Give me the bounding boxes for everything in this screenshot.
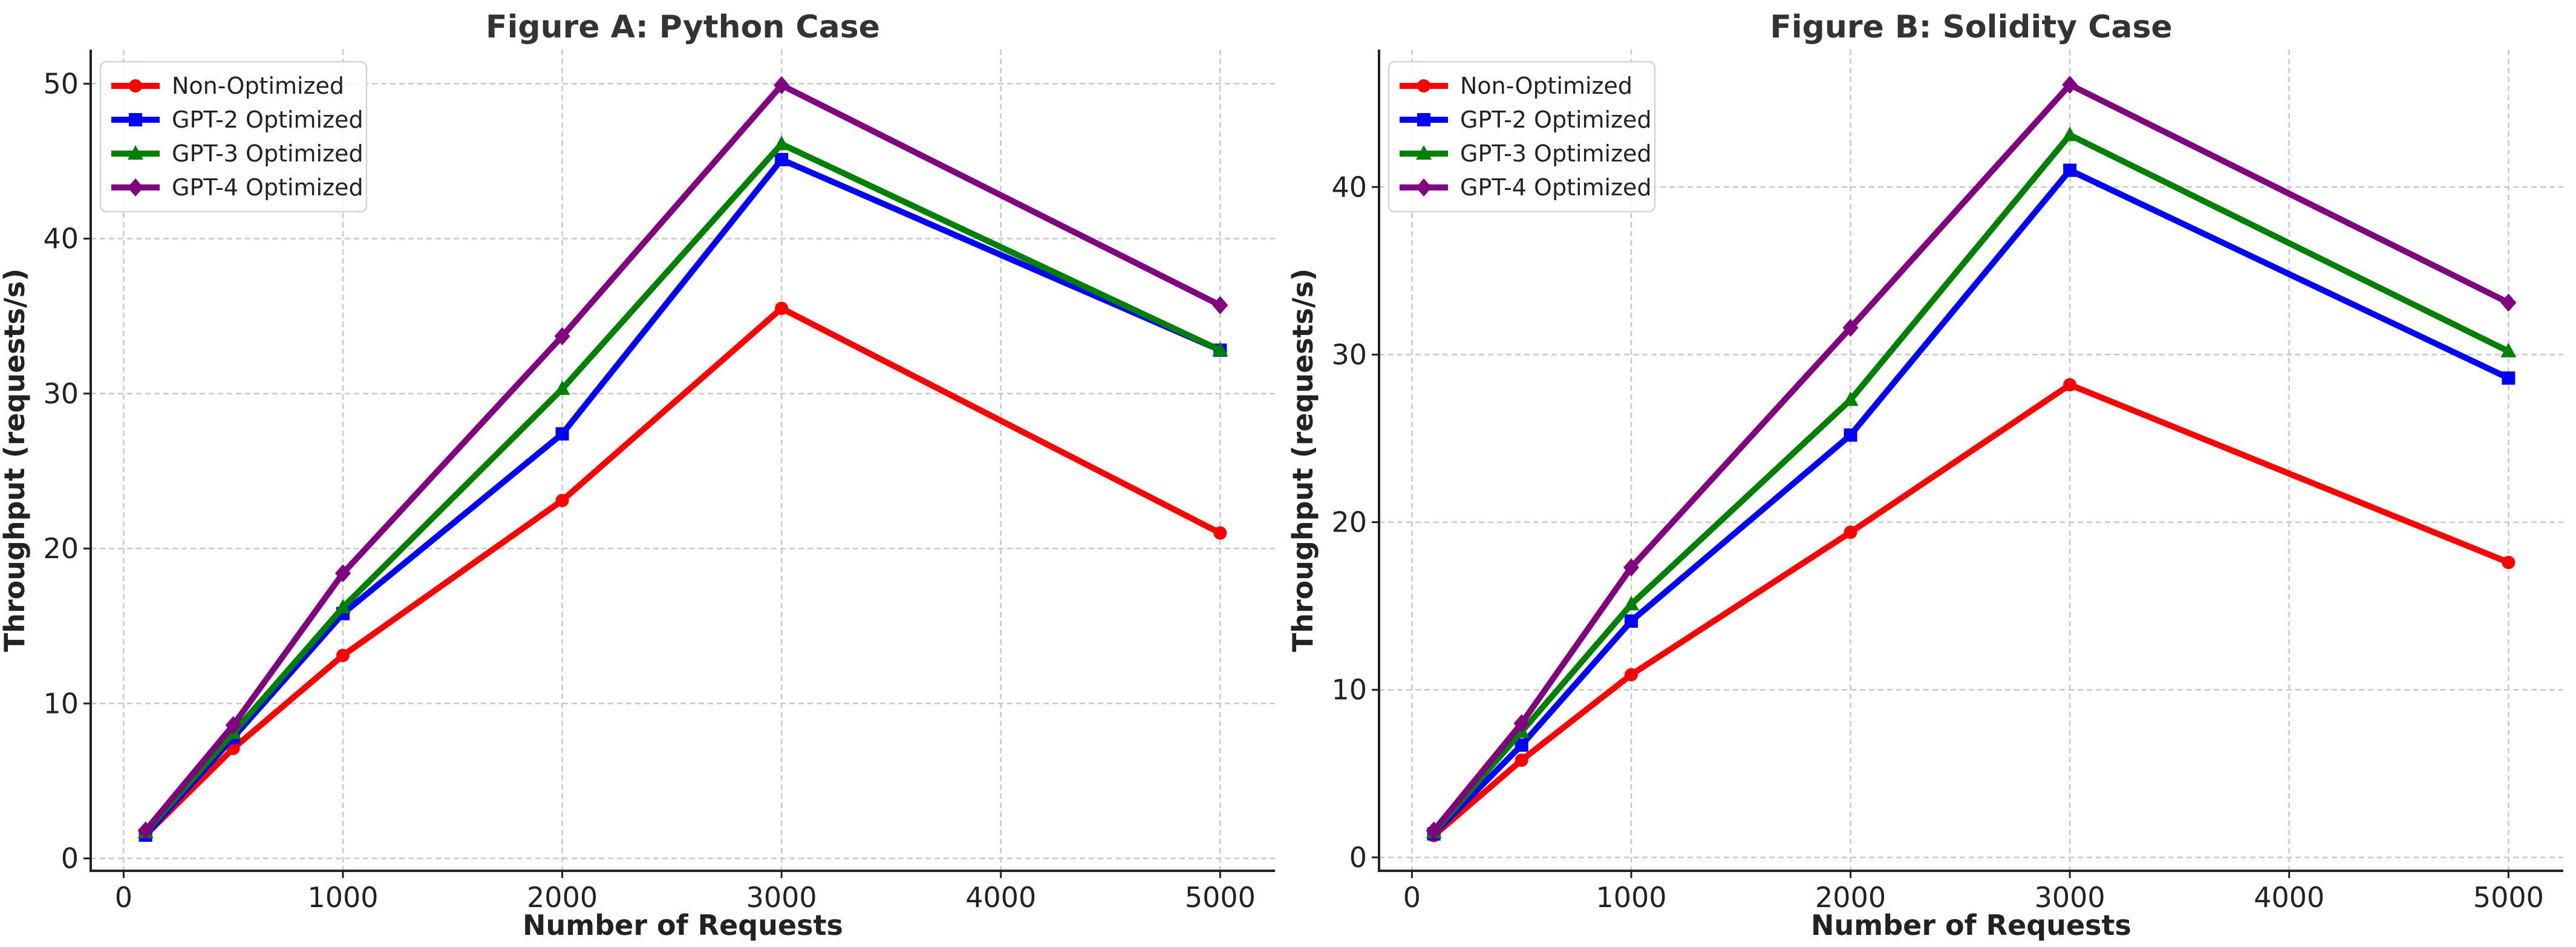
y-tick-label: 30 (43, 377, 79, 410)
y-tick-label: 0 (61, 842, 79, 875)
y-tick-label: 50 (43, 67, 79, 100)
legend-label: GPT-2 Optimized (1460, 106, 1652, 133)
series-line (146, 144, 1221, 832)
legend-label: GPT-3 Optimized (172, 140, 364, 167)
legend-label: GPT-2 Optimized (172, 106, 364, 133)
y-tick-label: 20 (43, 532, 79, 565)
y-tick-label: 30 (1331, 338, 1367, 371)
legend-marker (129, 79, 142, 93)
data-point (556, 494, 569, 507)
panel-2-title: Figure B: Solidity Case (1770, 9, 2172, 45)
data-point (2502, 371, 2515, 385)
x-tick-label: 5000 (2473, 881, 2544, 914)
data-point (556, 427, 569, 440)
data-point (1515, 753, 1528, 767)
panel-1-legend: Non-Optimized GPT-2 Optimized GPT-3 Optimi… (100, 62, 367, 212)
series-line (1434, 135, 2509, 832)
data-point (2502, 556, 2515, 569)
panel-1: Figure A: Python Case 0 1000 2000 3000 4000 50… (0, 9, 1275, 942)
legend-label: GPT-4 Optimized (1460, 174, 1652, 201)
y-tick-label: 40 (43, 223, 79, 255)
y-tick-label: 40 (1331, 171, 1367, 203)
y-tick-label: 10 (43, 687, 79, 720)
panel-1-y-axis-label: Throughput (requests/s) (0, 268, 31, 652)
x-tick-label: 1000 (307, 881, 378, 914)
data-point (2063, 378, 2076, 391)
y-tick-label: 20 (1331, 506, 1367, 539)
x-tick-label: 4000 (965, 881, 1036, 914)
data-point (1844, 428, 1857, 441)
data-point (1213, 526, 1227, 539)
series-line (146, 308, 1221, 835)
legend-label: Non-Optimized (172, 73, 344, 99)
data-point (2063, 164, 2076, 177)
data-point (2500, 293, 2516, 311)
data-point (1625, 614, 1638, 628)
panel-2-x-axis-label: Number of Requests (1811, 909, 2131, 942)
data-point (1212, 296, 1228, 314)
legend-marker (1417, 113, 1430, 126)
data-point (1844, 526, 1857, 539)
panel-2-legend: Non-Optimized GPT-2 Optimized GPT-3 Optimi… (1389, 62, 1655, 212)
data-point (336, 649, 350, 662)
y-tick-label: 10 (1331, 674, 1367, 706)
legend-label: GPT-3 Optimized (1460, 140, 1652, 167)
legend-marker (1417, 79, 1430, 93)
x-tick-label: 5000 (1185, 881, 1256, 914)
figure: Figure A: Python Case0 1000 2000 3000 4000 50… (0, 0, 2576, 947)
x-tick-label: 0 (115, 881, 132, 914)
panel-1-title: Figure A: Python Case (486, 9, 880, 45)
series-gpt-3-optimized (1426, 126, 2517, 838)
series-line (146, 160, 1221, 835)
y-tick-label: 0 (1349, 841, 1367, 874)
data-point (775, 153, 788, 166)
series-gpt-3-optimized (138, 135, 1228, 838)
legend-label: GPT-4 Optimized (172, 174, 364, 201)
series-non-optimized (139, 302, 1227, 842)
x-tick-label: 4000 (2254, 881, 2324, 914)
panel-2: Figure B: Solidity Case 0 1000 2000 3000 4000… (1286, 9, 2563, 942)
panel-2-y-axis-label: Throughput (requests/s) (1286, 268, 1319, 652)
data-point (2062, 126, 2078, 141)
series-line (1434, 385, 2509, 836)
data-point (1625, 668, 1638, 682)
data-point (775, 302, 788, 315)
x-tick-label: 0 (1403, 881, 1421, 914)
legend-label: Non-Optimized (1460, 73, 1632, 99)
legend-marker (129, 113, 142, 126)
x-tick-label: 1000 (1596, 881, 1666, 914)
series-non-optimized (1427, 378, 2516, 842)
data-point (774, 135, 789, 150)
panel-1-x-axis-label: Number of Requests (523, 909, 843, 942)
